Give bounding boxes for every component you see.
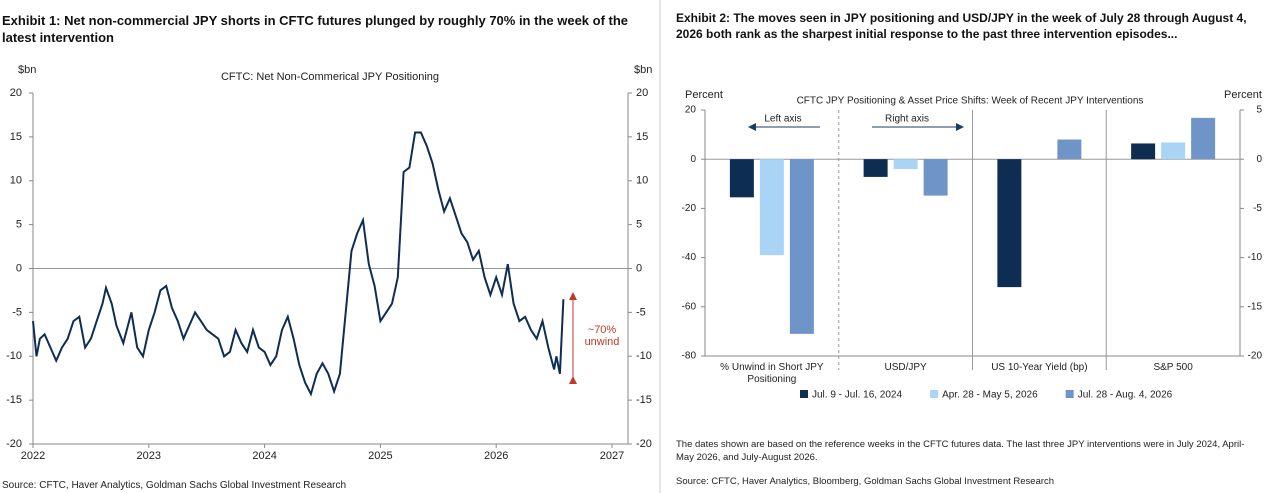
legend-label: Apr. 28 - May 5, 2026: [942, 390, 1038, 401]
x-tick-label: S&P 500: [1153, 362, 1193, 373]
exhibit-title: Exhibit 2: The moves seen in JPY positio…: [676, 11, 1247, 41]
bar: [1131, 143, 1156, 160]
annotation: Right axis: [885, 114, 929, 125]
y2-tick-label: 0: [636, 262, 642, 274]
x-tick-label: 2023: [137, 450, 161, 462]
source: Source: CFTC, Haver Analytics, Goldman S…: [2, 480, 347, 491]
legend-swatch: [930, 390, 939, 398]
y-tick-label: -5: [12, 306, 22, 318]
y-axis-label: Percent: [685, 89, 723, 101]
x-tick-label: US 10-Year Yield (bp): [991, 362, 1088, 373]
y2-tick-label: 15: [636, 131, 648, 143]
y2-tick-label: 5: [636, 219, 642, 231]
chart-subtitle: CFTC JPY Positioning & Asset Price Shift…: [797, 96, 1144, 107]
chart-subtitle: CFTC: Net Non-Commerical JPY Positioning: [221, 71, 439, 83]
y-tick-label: -20: [682, 203, 697, 214]
bar: [1191, 117, 1216, 160]
y-tick-label: 0: [690, 154, 696, 165]
y2-tick-label: -15: [636, 394, 652, 406]
bar: [729, 159, 754, 198]
y-tick-label: 5: [16, 219, 22, 231]
legend-label: Jul. 28 - Aug. 4, 2026: [1078, 390, 1173, 401]
bar: [1057, 139, 1082, 160]
legend-label: Jul. 9 - Jul. 16, 2024: [812, 390, 902, 401]
annotation: Left axis: [764, 114, 801, 125]
y-tick-label: 0: [16, 262, 22, 274]
y-tick-label: -20: [6, 438, 22, 450]
y-tick-label: 10: [10, 175, 22, 187]
y2-tick-label: 0: [1256, 154, 1262, 165]
bar: [863, 159, 888, 177]
y2-tick-label: -15: [1248, 301, 1263, 312]
y2-tick-label: -10: [1248, 252, 1263, 263]
y2-axis-label: Percent: [1224, 89, 1262, 101]
bar: [997, 159, 1022, 288]
y-tick-label: -60: [682, 301, 697, 312]
source: Source: CFTC, Haver Analytics, Bloomberg…: [676, 476, 1055, 487]
y2-axis-label: $bn: [634, 64, 652, 76]
y-tick-label: 20: [685, 105, 697, 116]
exhibit-title: Exhibit 1: Net non-commercial JPY shorts…: [2, 13, 629, 45]
y-tick-label: 20: [10, 87, 22, 99]
y-tick-label: -15: [6, 394, 22, 406]
bar: [759, 159, 784, 256]
bar: [1161, 142, 1186, 160]
bar: [923, 159, 948, 196]
y2-tick-label: 20: [636, 87, 648, 99]
y2-tick-label: -10: [636, 350, 652, 362]
x-tick-label: USD/JPY: [884, 362, 927, 373]
legend-swatch: [1065, 390, 1074, 398]
x-tick-label: 2022: [21, 450, 45, 462]
y2-tick-label: -5: [636, 306, 646, 318]
y2-tick-label: -20: [636, 438, 652, 450]
y-tick-label: -80: [682, 351, 697, 362]
y2-tick-label: 5: [1256, 105, 1262, 116]
x-tick-label: % Unwind in Short JPY Positioning: [720, 362, 824, 385]
annotation: ~70% unwind: [584, 324, 620, 348]
footnote: The dates shown are based on the referen…: [676, 439, 1245, 463]
bar: [893, 159, 918, 170]
y-tick-label: -10: [6, 350, 22, 362]
data-line: [32, 131, 565, 397]
x-tick-label: 2024: [252, 450, 276, 462]
y-tick-label: 15: [10, 131, 22, 143]
y2-tick-label: -5: [1253, 203, 1262, 214]
x-tick-label: 2025: [368, 450, 392, 462]
legend-swatch: [800, 390, 808, 398]
y2-tick-label: -20: [1248, 351, 1263, 362]
y2-tick-label: 10: [636, 175, 648, 187]
y-axis-label: $bn: [18, 64, 36, 76]
bar: [789, 159, 814, 334]
x-tick-label: 2027: [600, 450, 624, 462]
y-tick-label: -40: [682, 252, 697, 263]
x-tick-label: 2026: [484, 450, 508, 462]
